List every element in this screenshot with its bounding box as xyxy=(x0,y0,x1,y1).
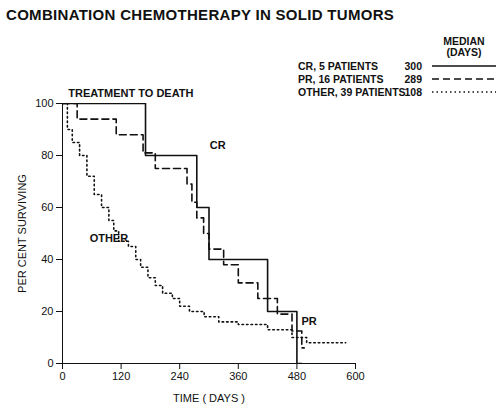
svg-text:(DAYS): (DAYS) xyxy=(446,46,481,58)
svg-text:600: 600 xyxy=(346,370,364,382)
svg-text:TREATMENT TO DEATH: TREATMENT TO DEATH xyxy=(68,87,193,99)
svg-text:120: 120 xyxy=(112,370,130,382)
svg-text:20: 20 xyxy=(41,305,53,317)
svg-text:PR: PR xyxy=(301,315,316,327)
svg-text:TIME ( DAYS ): TIME ( DAYS ) xyxy=(173,392,245,404)
svg-text:0: 0 xyxy=(47,357,53,369)
svg-text:CR, 5 PATIENTS: CR, 5 PATIENTS xyxy=(298,60,378,72)
svg-text:289: 289 xyxy=(404,73,422,85)
svg-text:100: 100 xyxy=(35,97,53,109)
svg-text:OTHER: OTHER xyxy=(90,232,129,244)
svg-text:240: 240 xyxy=(171,370,189,382)
svg-text:PER CENT SURVIVING: PER CENT SURVIVING xyxy=(16,174,28,293)
svg-text:CR: CR xyxy=(210,139,226,151)
svg-text:480: 480 xyxy=(288,370,306,382)
svg-text:60: 60 xyxy=(41,201,53,213)
svg-text:108: 108 xyxy=(404,86,422,98)
svg-text:PR, 16 PATIENTS: PR, 16 PATIENTS xyxy=(298,73,383,85)
svg-text:300: 300 xyxy=(404,60,422,72)
svg-text:360: 360 xyxy=(229,370,247,382)
svg-text:0: 0 xyxy=(59,370,65,382)
html-text:COMBINATION CHEMOTHERAPY IN SO: COMBINATION CHEMOTHERAPY IN SOLID TUMORS xyxy=(6,6,395,23)
svg-text:OTHER, 39 PATIENTS: OTHER, 39 PATIENTS xyxy=(298,86,406,98)
svg-text:80: 80 xyxy=(41,149,53,161)
svg-text:40: 40 xyxy=(41,253,53,265)
